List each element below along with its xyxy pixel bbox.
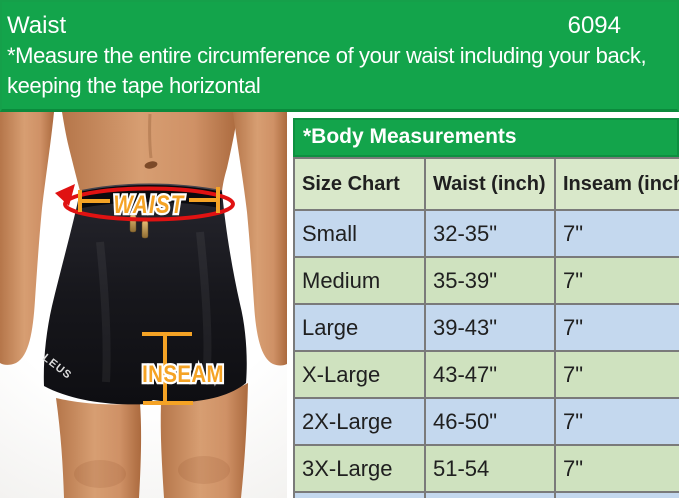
table-row-3xlarge: 3X-Large 51-54 7" [293,444,679,493]
size-chart-table: Size Chart Waist (inch) Inseam (inch) Sm… [293,157,679,498]
shorts-fold-sheen-left [96,241,111,383]
inseam-cell: 7" [554,444,679,493]
left-leg-shape [56,398,142,498]
inseam-cell: 7" [554,397,679,446]
table-row-medium: Medium 35-39" 7" [293,256,679,305]
table-header-row: Size Chart Waist (inch) Inseam (inch) [293,157,679,211]
table-row-2xlarge: 2X-Large 46-50" 7" [293,397,679,446]
table-row-xlarge: X-Large 43-47" 7" [293,350,679,399]
mannequin-graphic: LEUS WAIST INSEAM [0,112,287,498]
waist-cell: 51-54 [424,444,556,493]
model-photo: LEUS WAIST INSEAM [0,112,287,498]
table-row-small: Small 32-35" 7" [293,209,679,258]
torso-midline-shade [148,113,153,159]
right-leg-shape [160,383,248,498]
left-arm-shape [0,112,54,365]
right-arm-shape [233,112,287,366]
size-cell: Small [293,209,426,258]
instruction-line-2: keeping the tape horizontal [7,73,261,98]
size-cell: Medium [293,256,426,305]
size-cell: 2X-Large [293,397,426,446]
inseam-cell: 7" [554,256,679,305]
inseam-cell: 7" [554,303,679,352]
size-cell: X-Large [293,350,426,399]
shorts-shape [43,184,247,405]
left-knee-shade [74,460,126,488]
drawstring-aglet-right [141,220,149,239]
waist-cell: 43-47" [424,350,556,399]
right-knee-shade [178,456,230,484]
waist-cell: 35-39" [424,256,556,305]
waist-label: WAIST [113,190,185,218]
inseam-cell: 7" [554,350,679,399]
column-header-size: Size Chart [293,157,426,211]
waist-cell: 46-50" [424,397,556,446]
column-header-waist: Waist (inch) [424,157,556,211]
column-header-inseam: Inseam (inch) [554,157,679,211]
inseam-label: INSEAM [142,360,224,387]
page-title: Waist [7,12,67,39]
size-table-section: *Body Measurements Size Chart Waist (inc… [293,118,679,498]
table-title-banner: *Body Measurements [293,118,679,157]
table-row-partial [293,491,679,498]
header-banner: Waist 6094 *Measure the entire circumfer… [0,0,679,112]
shorts-fold-sheen-right [196,231,212,381]
waist-arrowhead [55,184,75,206]
waist-circumference-arrow [63,186,235,222]
navel [144,161,158,169]
waist-cell: 32-35" [424,209,556,258]
size-cell: 3X-Large [293,444,426,493]
instruction-line-1: *Measure the entire circumference of you… [7,43,647,68]
table-row-large: Large 39-43" 7" [293,303,679,352]
waistband-top-highlight [79,183,223,192]
inseam-cell: 7" [554,209,679,258]
waist-cell: 39-43" [424,303,556,352]
torso-shape [62,112,238,191]
size-cell: Large [293,303,426,352]
table-title: *Body Measurements [303,125,517,148]
product-sku: 6094 [567,12,621,39]
